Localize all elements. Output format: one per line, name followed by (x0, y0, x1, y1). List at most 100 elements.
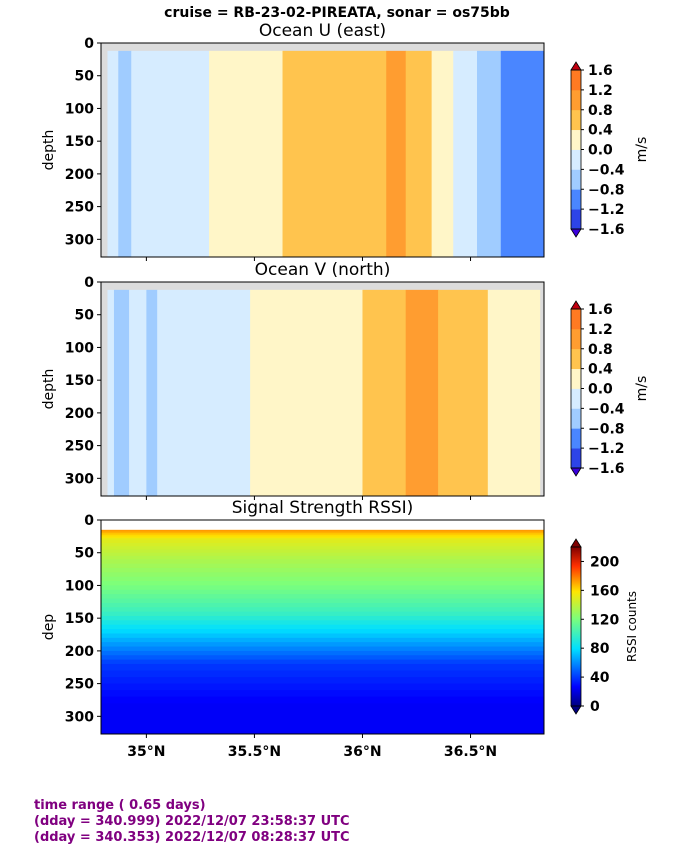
rssi-band (101, 589, 544, 595)
y-tick-label: 0 (84, 36, 94, 52)
colorbar-extend-low (570, 467, 582, 477)
y-tick-label: 50 (75, 69, 95, 85)
colorbar-label: m/s (634, 137, 650, 163)
time-range-footer: time range ( 0.65 days) (dday = 340.999)… (34, 798, 350, 846)
colorbar-segment (571, 189, 581, 210)
rssi-band (101, 531, 544, 534)
rssi-band (101, 615, 544, 621)
colorbar-segment (571, 328, 581, 350)
contour-band (330, 289, 363, 496)
rssi-band (101, 729, 544, 734)
contour-band (431, 50, 454, 257)
rssi-band (101, 594, 544, 600)
colorbar-segment (571, 408, 581, 429)
colorbar-tick-label: 1.6 (588, 63, 613, 79)
panel-2: Ocean V (north) 0 50 100 150 200 250 300 depth 1.… (41, 260, 650, 500)
y-tick-label: 250 (65, 439, 94, 455)
contour-band (453, 50, 478, 257)
colorbar: 1.6 1.2 0.8 0.4 0.0 −0.4 −0.8 −1.2 −1.6 m/s (570, 300, 650, 477)
colorbar-tick-label: −1.6 (588, 461, 625, 477)
rssi-band (101, 716, 544, 722)
colorbar-tick-label: 1.2 (588, 83, 613, 99)
rssi-band (101, 576, 544, 582)
plot-area-2 (101, 282, 544, 496)
colorbar-tick-label: −0.4 (588, 162, 625, 178)
rssi-band (101, 703, 544, 709)
rssi-band (101, 567, 544, 573)
contour-band (282, 50, 335, 257)
colorbar-extend-low (570, 705, 582, 715)
colorbar-tick-label: 1.2 (588, 322, 613, 338)
rssi-band (101, 650, 544, 656)
rssi-band (101, 624, 544, 630)
rssi-band (101, 537, 544, 541)
contour-band (405, 50, 433, 257)
rssi-band (101, 646, 544, 652)
axes-frame (100, 42, 545, 258)
colorbar: 200 160 120 80 40 0 RSSI counts (570, 538, 639, 715)
colorbar-segment (571, 428, 581, 449)
rssi-band (101, 670, 544, 678)
panel-title: Ocean V (north) (255, 260, 391, 280)
contour-band (362, 289, 407, 496)
colorbar-tick-label: 1.6 (588, 302, 613, 318)
colorbar-segment (571, 169, 581, 190)
rssi-band (101, 633, 544, 639)
rssi-band (101, 536, 544, 539)
rssi-band (101, 555, 544, 560)
colorbar-segment (571, 309, 581, 330)
rssi-band (101, 683, 544, 691)
contour-band (386, 50, 407, 257)
rssi-band (101, 542, 544, 547)
rssi-band (101, 563, 544, 569)
contour-band (487, 289, 541, 496)
colorbar-extend-high (570, 61, 582, 71)
rssi-band (101, 546, 544, 551)
colorbar-segment (571, 129, 581, 150)
y-tick-label: 250 (65, 677, 94, 693)
colorbar-segment (571, 348, 581, 370)
colorbar-tick-label: 200 (590, 554, 619, 570)
contour-band (118, 50, 132, 257)
rssi-band (101, 642, 544, 648)
colorbar-tick-label: 120 (590, 612, 619, 628)
y-tick-label: 200 (65, 406, 94, 422)
contour-band (334, 50, 387, 257)
y-tick-label: 100 (65, 101, 94, 117)
colorbar-gradient (571, 547, 581, 706)
panel-1: Ocean U (east) 0 50 100 150 200 250 300 depth 1.6… (41, 21, 650, 261)
rssi-band (101, 707, 544, 713)
rssi-band (101, 581, 544, 587)
rssi-band (101, 677, 544, 685)
x-tick-label: 35°N (127, 744, 165, 760)
footer-start-time: (dday = 340.353) 2022/12/07 08:28:37 UTC (34, 830, 350, 845)
colorbar-tick-label: 0.4 (588, 123, 613, 139)
contour-band (438, 289, 489, 496)
y-axis-label: depth (41, 130, 57, 171)
colorbar-tick-label: 0.0 (588, 143, 613, 159)
y-tick-label: 0 (84, 275, 94, 291)
colorbar-tick-label: −0.4 (588, 401, 625, 417)
colorbar-tick-label: −1.2 (588, 441, 625, 457)
rssi-band (101, 559, 544, 565)
rssi-band (101, 607, 544, 613)
contour-band (107, 289, 115, 496)
colorbar-segment (571, 70, 581, 91)
colorbar-tick-label: 80 (590, 641, 610, 657)
rssi-band (101, 711, 544, 717)
colorbar-tick-label: 160 (590, 583, 619, 599)
axes-frame (100, 519, 545, 735)
rssi-band (101, 655, 544, 661)
colorbar-segment (571, 149, 581, 170)
plot-area-1 (101, 43, 544, 257)
x-tick-label: 35.5°N (228, 744, 281, 760)
rssi-band (101, 585, 544, 591)
y-tick-label: 150 (65, 373, 94, 389)
rssi-band (101, 534, 544, 537)
y-tick-label: 200 (65, 644, 94, 660)
y-tick-label: 300 (65, 709, 94, 725)
rssi-band (101, 690, 544, 698)
y-tick-label: 50 (75, 308, 95, 324)
rssi-band (101, 549, 544, 554)
